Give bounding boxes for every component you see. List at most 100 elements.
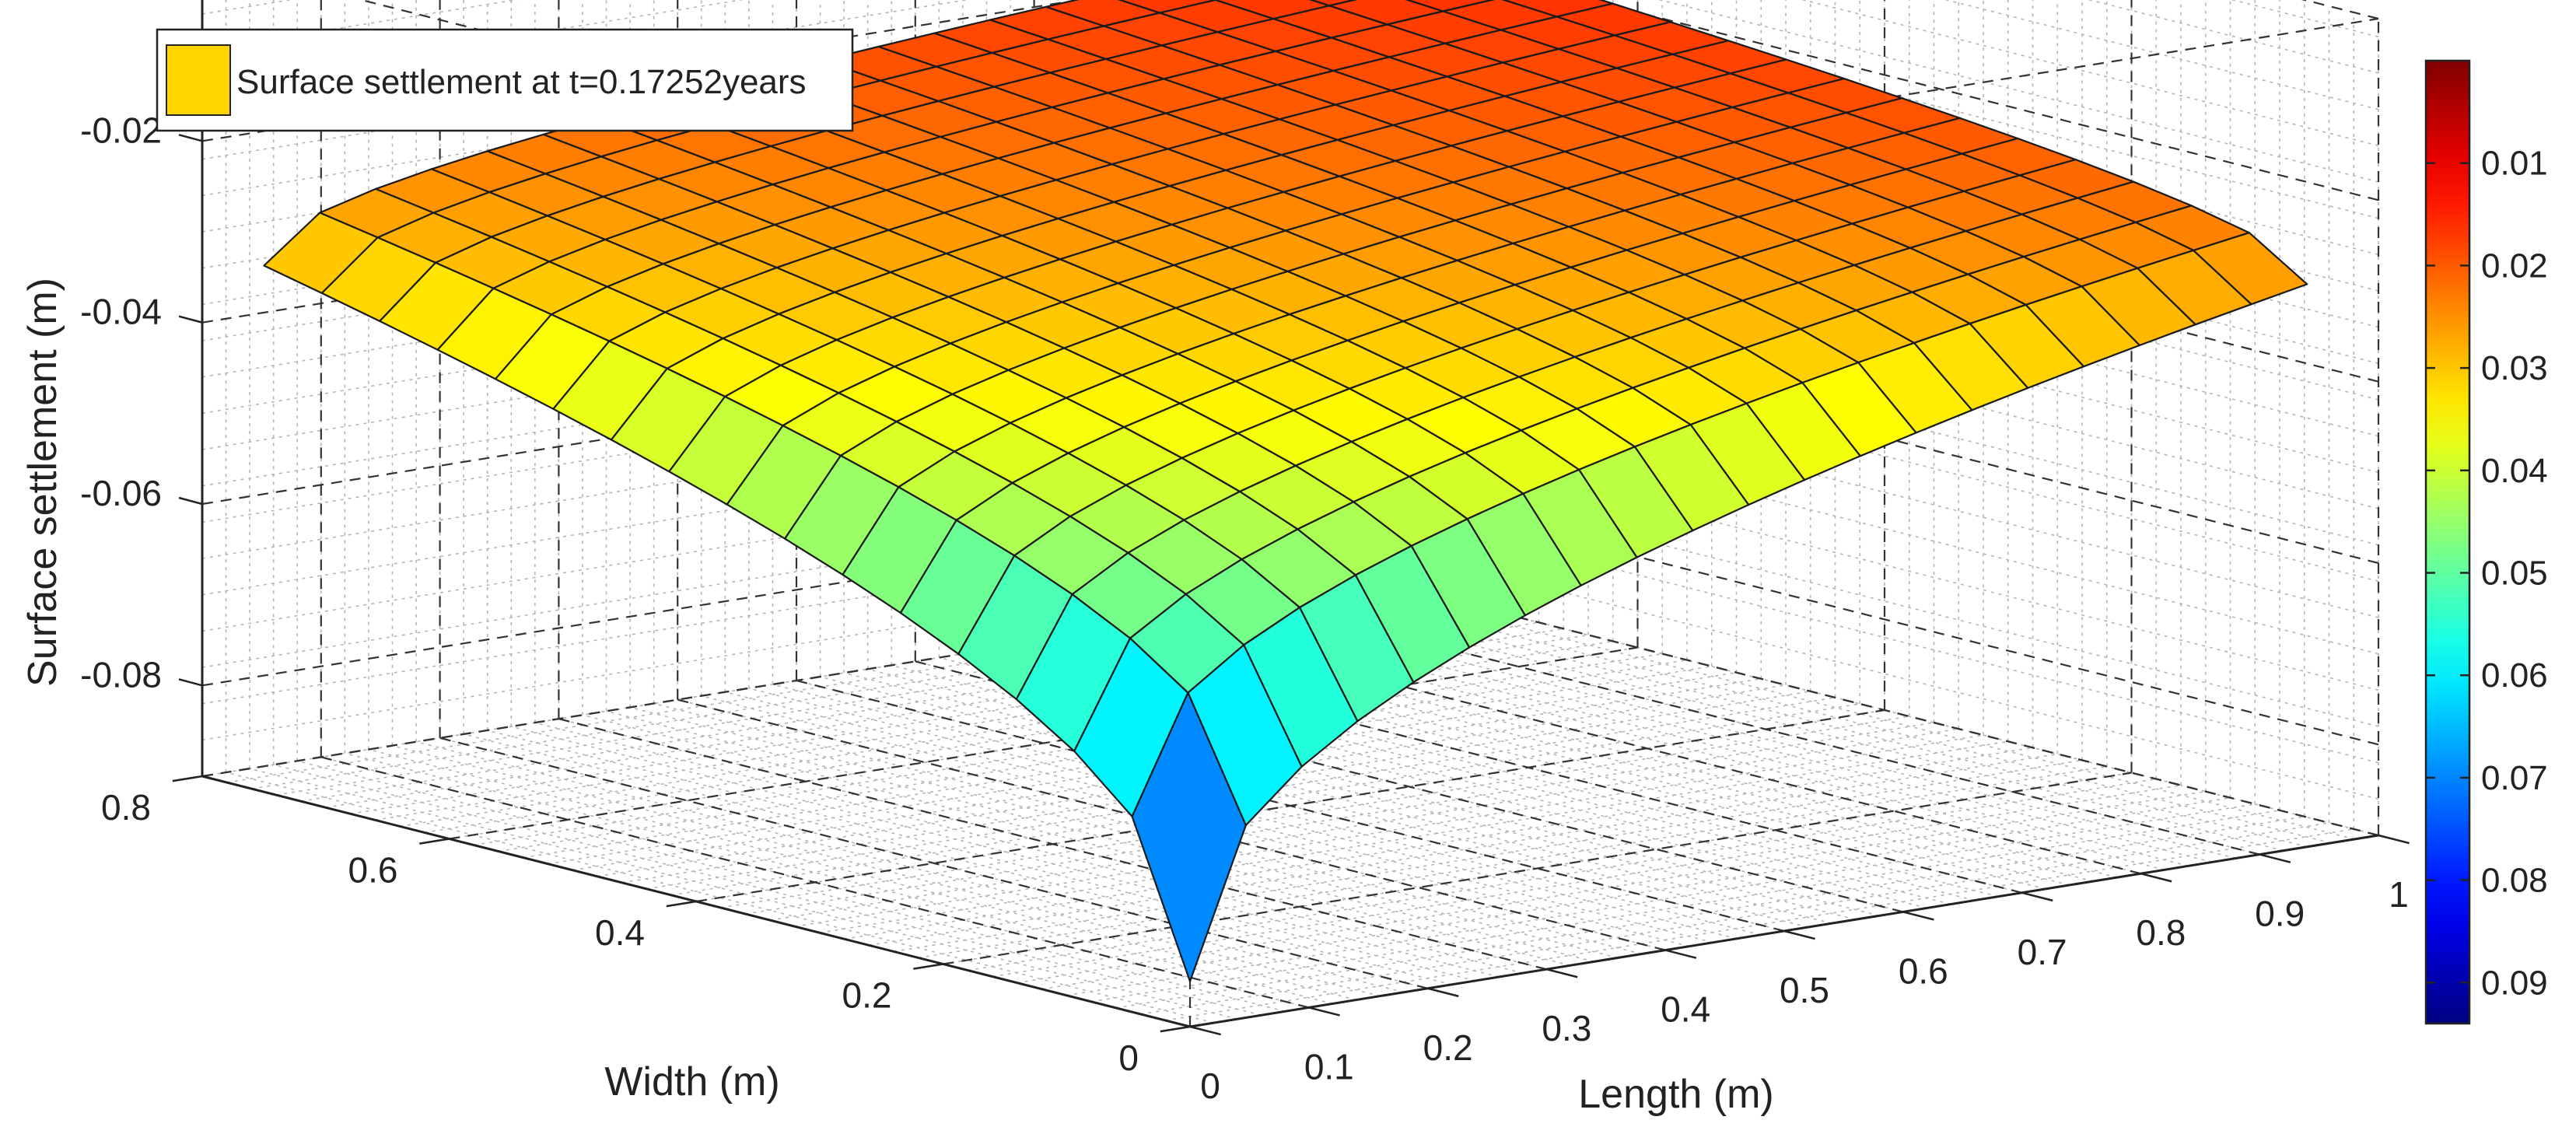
z-tick-label: -0.08: [80, 654, 162, 695]
z-tick-mark: [178, 496, 203, 506]
floor-minor-grid-line: [1066, 803, 2256, 996]
x-tick-mark: [2259, 853, 2291, 863]
z-tick-mark: [178, 315, 203, 324]
side-wall-major-grid-line: [1585, 0, 2379, 201]
floor-minor-grid-line: [511, 726, 1500, 978]
y-tick-mark: [913, 963, 943, 970]
x-tick-label: 0.3: [1542, 1008, 1591, 1048]
colorbar-tick-label: 0.02: [2481, 247, 2548, 285]
colorbar-gradient: [2424, 59, 2471, 1025]
z-axis-label: Surface settlement (m): [20, 278, 65, 687]
legend-box: [156, 28, 854, 132]
x-tick-label: 0.8: [2136, 912, 2186, 953]
x-tick-mark: [1783, 929, 1815, 940]
legend-swatch: [166, 44, 231, 116]
colorbar-tick-label: 0.05: [2481, 555, 2548, 593]
colorbar-tick-label: 0.09: [2481, 964, 2548, 1002]
floor-minor-grid-line: [273, 764, 1262, 1017]
floor-minor-grid-line: [869, 753, 2058, 947]
back-wall-major-grid-line: [201, 493, 1391, 687]
colorbar-tick-label: 0.08: [2481, 862, 2548, 900]
y-tick-label: 0: [1118, 1038, 1139, 1078]
z-tick-label: -0.06: [80, 473, 162, 513]
side-wall-major-grid-line: [1390, 583, 2379, 837]
floor-minor-grid-line: [1342, 592, 2332, 844]
y-tick-label: 0.2: [842, 975, 892, 1016]
floor-minor-grid-line: [399, 634, 1589, 828]
x-tick-mark: [1902, 911, 1934, 921]
floor-minor-grid-line: [226, 772, 1214, 1024]
x-axis-label: Length (m): [1578, 1072, 1773, 1117]
floor-minor-grid-line: [463, 733, 1452, 985]
back-wall-minor-grid-line: [201, 475, 1391, 668]
floor-minor-grid-line: [1140, 822, 2329, 1015]
x-tick-mark: [1664, 949, 1697, 959]
floor-minor-grid-line: [748, 688, 1738, 940]
floor-minor-grid-line: [297, 760, 1286, 1013]
floor-minor-grid-line: [487, 730, 1475, 982]
colorbar-tick-label: 0.04: [2481, 452, 2548, 490]
floor-minor-grid-line: [251, 597, 1440, 789]
x-tick-label: 0.6: [1899, 950, 1948, 991]
x-tick-mark: [1546, 968, 1578, 978]
floor-minor-grid-line: [720, 716, 1909, 908]
floor-minor-grid-line: [725, 691, 1713, 943]
floor-minor-grid-line: [1367, 588, 2355, 840]
floor-minor-grid-line: [415, 740, 1405, 993]
y-tick-mark: [419, 838, 450, 845]
back-wall-minor-grid-line: [201, 548, 1391, 741]
floor-minor-grid-line: [249, 768, 1238, 1020]
colorbar-tick-label: 0.01: [2481, 145, 2548, 183]
x-tick-label: 0.1: [1304, 1046, 1354, 1087]
x-tick-mark: [2021, 891, 2053, 902]
floor-minor-grid-line: [368, 748, 1357, 1001]
colorbar-tick-label: 0.07: [2481, 759, 2548, 797]
surface-cell: [1131, 691, 1247, 982]
back-wall-minor-grid-line: [201, 511, 1391, 705]
y-tick-label: 0.4: [595, 912, 645, 953]
floor-minor-grid-line: [606, 710, 1594, 963]
colorbar: 0.01 0.02 0.03 0.04 0.05 0.06 0.07 0.08 0.09: [2424, 59, 2548, 1025]
x-tick-mark: [1427, 987, 1459, 998]
z-tick-mark: [178, 134, 203, 142]
chart-axes: 0 0.1 0.2 0.3 0.4 0.5 0.6 0.7 0.8 0.9 1 0 0.2 0.4 0.6 0…: [80, 0, 2410, 1106]
back-wall-major-grid-line: [201, 583, 1391, 778]
colorbar-tick-label: 0.06: [2481, 656, 2548, 695]
floor-minor-grid-line: [820, 676, 1808, 928]
x-tick-label: 0: [1200, 1066, 1220, 1106]
y-tick-label: 0.6: [348, 850, 398, 891]
floor-minor-grid-line: [629, 706, 1619, 959]
floor-minor-grid-line: [534, 722, 1524, 974]
floor-major-grid-line: [695, 709, 1885, 903]
floor-minor-grid-line: [843, 672, 1832, 924]
floor-major-grid-line: [943, 772, 2132, 965]
y-tick-label: 0.8: [101, 787, 151, 828]
floor-minor-grid-line: [392, 744, 1381, 997]
x-tick-mark: [2378, 834, 2410, 845]
y-tick-mark: [1160, 1025, 1191, 1033]
floor-major-grid-line: [439, 737, 1428, 989]
floor-minor-grid-line: [701, 695, 1689, 947]
colorbar-tick-label: 0.03: [2481, 349, 2548, 387]
x-tick-mark: [1308, 1006, 1340, 1017]
floor-minor-grid-line: [794, 734, 1984, 927]
surface-cell: [1308, 0, 1358, 7]
legend-label: Surface settlement at t=0.17252years: [236, 63, 807, 101]
x-tick-mark: [1189, 1025, 1221, 1036]
floor-minor-grid-line: [345, 752, 1333, 1005]
floor-minor-grid-line: [772, 684, 1761, 936]
floor-major-grid-line: [449, 646, 1638, 840]
floor-minor-grid-line: [325, 615, 1514, 809]
floor-minor-grid-line: [582, 714, 1571, 967]
x-tick-label: 0.5: [1780, 970, 1829, 1010]
y-axis-label: Width (m): [604, 1059, 779, 1104]
z-tick-label: -0.04: [80, 292, 162, 332]
x-tick-label: 1: [2389, 874, 2409, 915]
x-tick-mark: [2140, 872, 2172, 883]
floor-minor-grid-line: [992, 784, 2182, 978]
x-tick-label: 0.4: [1661, 989, 1710, 1030]
surface-mesh: [263, 0, 2308, 982]
x-tick-label: 0.2: [1423, 1027, 1473, 1068]
legend: Surface settlement at t=0.17252years: [156, 28, 854, 132]
z-tick-label: -0.02: [80, 110, 162, 150]
